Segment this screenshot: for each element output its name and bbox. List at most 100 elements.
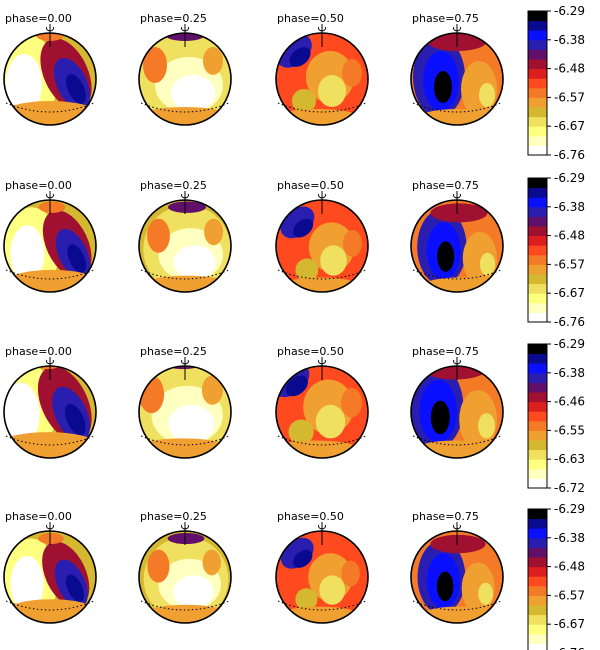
sphere-surface	[276, 366, 368, 458]
colorbar-tick-label: -6.63	[554, 452, 585, 466]
colorbar-swatch	[528, 344, 547, 355]
colorbar-frame	[527, 10, 548, 156]
surface-patch	[423, 366, 487, 380]
colorbar-tick-label: -6.46	[554, 395, 585, 409]
colorbar-swatch	[528, 363, 547, 374]
surface-patch	[139, 275, 231, 292]
surface-patch	[342, 59, 362, 87]
equator-line	[277, 269, 367, 280]
colorbar-tick-label: -6.48	[554, 560, 585, 574]
surface-patch	[6, 54, 42, 114]
colorbar-swatch	[528, 11, 547, 22]
colorbar-swatch	[528, 254, 547, 265]
colorbar-swatch	[528, 528, 547, 539]
equator-line	[140, 600, 230, 611]
colorbar-tick-label: -6.57	[554, 588, 585, 602]
colorbar-swatch	[528, 537, 547, 548]
rotation-arrow-icon	[453, 193, 461, 199]
colorbar-tick-label: -6.57	[554, 257, 585, 271]
colorbar-r0: -6.29 -6.38 -6.48 -6.57 -6.67 -6.76	[527, 4, 585, 162]
sphere-surface	[411, 33, 503, 125]
colorbar-swatch	[528, 633, 547, 644]
rotation-arrow-icon	[46, 26, 54, 32]
equator-line	[140, 269, 230, 280]
colorbar-swatch	[528, 30, 547, 41]
colorbar-swatch	[528, 126, 547, 137]
colorbar-swatch	[528, 78, 547, 89]
surface-patch	[479, 252, 496, 276]
surface-patch	[147, 549, 170, 583]
phase-label: phase=0.25	[140, 510, 207, 523]
phase-label: phase=0.50	[277, 179, 344, 192]
phase-label: phase=0.25	[140, 12, 207, 25]
colorbar-swatch	[528, 585, 547, 596]
colorbar-swatch	[528, 235, 547, 246]
sphere-surface	[276, 200, 368, 292]
sphere-surface	[4, 33, 96, 125]
stellar-map-r1-c1: phase=0.25	[138, 179, 232, 293]
phase-label: phase=0.00	[5, 12, 72, 25]
surface-patch	[295, 258, 319, 282]
sphere-surface	[139, 366, 231, 458]
colorbar-swatch	[528, 392, 547, 403]
colorbar-frame	[527, 177, 548, 323]
colorbar-tick-label: -6.67	[554, 617, 585, 631]
colorbar-swatch	[528, 420, 547, 431]
colorbar-swatch	[528, 226, 547, 237]
colorbar-swatch	[528, 135, 547, 146]
rotation-arrow-icon	[181, 359, 189, 365]
surface-patch	[5, 599, 96, 623]
colorbar-r1: -6.29 -6.38 -6.48 -6.57 -6.67 -6.76	[527, 171, 585, 329]
colorbar-tick-label: -6.29	[554, 337, 585, 351]
surface-patch	[295, 588, 318, 611]
colorbar-swatch	[528, 643, 547, 650]
colorbar-swatch	[528, 440, 547, 451]
surface-patch	[341, 388, 362, 418]
colorbar-swatch	[528, 576, 547, 587]
equator-line	[140, 435, 230, 446]
surface-patch	[430, 400, 450, 435]
surface-patch	[4, 382, 40, 446]
stellar-map-r1-c0: phase=0.00	[3, 179, 97, 293]
phase-label: phase=0.75	[412, 345, 479, 358]
surface-patch	[38, 201, 66, 213]
rotation-arrow-icon	[181, 193, 189, 199]
surface-patch	[434, 71, 452, 103]
phase-label: phase=0.50	[277, 12, 344, 25]
rotation-arrow-icon	[453, 26, 461, 32]
colorbar-swatch	[528, 59, 547, 70]
surface-patch	[201, 375, 223, 405]
colorbar-tick-label: -6.29	[554, 171, 585, 185]
colorbar-swatch	[528, 312, 547, 323]
rotation-arrow-icon	[318, 193, 326, 199]
rotation-arrow-icon	[46, 524, 54, 530]
rotation-arrow-icon	[318, 524, 326, 530]
surface-patch	[204, 218, 224, 246]
phase-label: phase=0.25	[140, 179, 207, 192]
colorbar-frame	[527, 343, 548, 489]
colorbar-swatch	[528, 264, 547, 275]
stellar-map-r3-c0: phase=0.00	[3, 510, 97, 624]
colorbar-frame	[527, 508, 548, 650]
colorbar-swatch	[528, 566, 547, 577]
colorbar-swatch	[528, 145, 547, 156]
rotation-arrow-icon	[181, 26, 189, 32]
colorbar-swatch	[528, 614, 547, 625]
colorbar-swatch	[528, 116, 547, 127]
surface-patch	[202, 549, 221, 576]
colorbar-tick-label: -6.38	[554, 33, 585, 47]
colorbar-swatch	[528, 197, 547, 208]
colorbar-tick-label: -6.67	[554, 119, 585, 133]
colorbar-r2: -6.29 -6.38 -6.46 -6.55 -6.63 -6.72	[527, 337, 585, 495]
surface-patch	[171, 75, 215, 111]
colorbar-swatch	[528, 624, 547, 635]
colorbar-tick-label: -6.38	[554, 531, 585, 545]
colorbar-swatch	[528, 49, 547, 60]
equator-line	[5, 102, 95, 113]
phase-label: phase=0.00	[5, 179, 72, 192]
colorbar-tick-label: -6.76	[554, 646, 585, 650]
surface-patch	[67, 244, 87, 273]
colorbar-swatch	[528, 178, 547, 189]
colorbar-swatch	[528, 449, 547, 460]
equator-line	[412, 600, 502, 611]
